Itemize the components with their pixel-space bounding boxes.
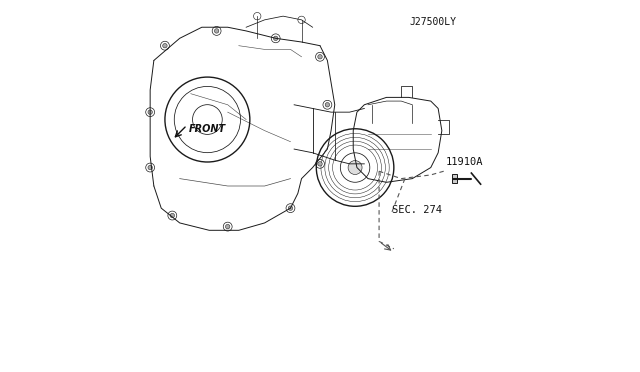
Circle shape — [163, 44, 167, 48]
Circle shape — [148, 165, 152, 170]
FancyBboxPatch shape — [452, 174, 456, 183]
Circle shape — [214, 29, 219, 33]
Circle shape — [318, 55, 322, 59]
Circle shape — [348, 161, 362, 174]
Circle shape — [170, 213, 175, 218]
Text: J27500LY: J27500LY — [410, 17, 456, 27]
Text: FRONT: FRONT — [189, 124, 226, 134]
Text: 11910A: 11910A — [445, 157, 483, 167]
Circle shape — [325, 103, 330, 107]
Circle shape — [288, 206, 292, 211]
Circle shape — [148, 110, 152, 114]
Circle shape — [273, 36, 278, 41]
Circle shape — [318, 161, 322, 166]
Circle shape — [225, 224, 230, 229]
Text: SEC. 274: SEC. 274 — [392, 205, 442, 215]
